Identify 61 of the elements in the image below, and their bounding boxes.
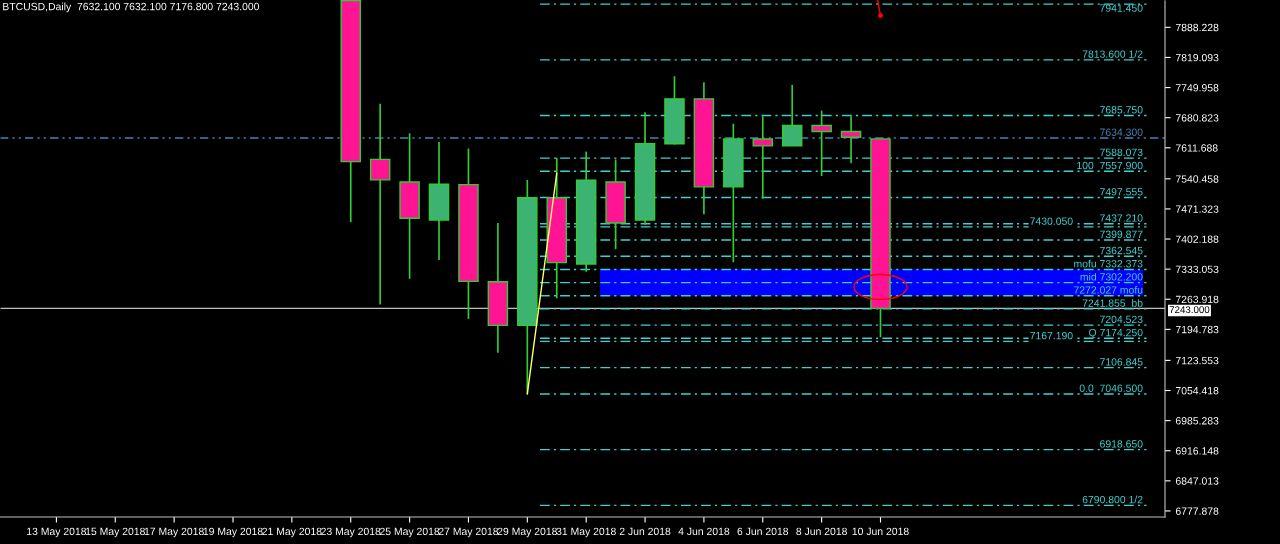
x-tick-label: 8 Jun 2018: [796, 527, 847, 536]
x-tick-label: 6 Jun 2018: [737, 527, 789, 536]
x-tick-label: 17 May 2018: [144, 527, 204, 538]
ref-line-label: 7437.210: [1100, 214, 1143, 222]
ref-line-label: Q 7174.250: [1089, 328, 1143, 339]
x-tick-label: 2 Jun 2018: [619, 527, 671, 536]
x-tick-label: 13 May 2018: [27, 527, 87, 538]
ref-line-label: 7685.750: [1100, 106, 1143, 114]
y-tick-label: 7680.823: [1175, 114, 1219, 122]
y-tick-label: 7054.418: [1175, 387, 1219, 395]
y-tick-label: 6777.878: [1175, 507, 1219, 515]
ref-line-label: 7272.027 mofu: [1074, 286, 1143, 294]
y-tick-label: 7749.958: [1175, 84, 1219, 92]
y-tick-label: 7819.093: [1175, 53, 1219, 62]
x-tick-label: 21 May 2018: [262, 527, 322, 538]
ref-line-label: 7588.073: [1100, 148, 1143, 157]
ref-line-label: 7243.000: [1169, 306, 1210, 314]
ref-line-label: 0.0 7046.500: [1079, 384, 1143, 392]
ref-line-label: 7430.050: [1030, 217, 1073, 225]
x-tick-label: 29 May 2018: [497, 527, 557, 538]
ref-line-label: 7399.877: [1100, 230, 1143, 238]
ref-line-label: 7167.190: [1030, 331, 1073, 340]
ref-line-label: 100 7557.900: [1077, 161, 1143, 170]
ref-line-label: 7362.545: [1100, 246, 1143, 255]
y-tick-label: 7194.783: [1175, 325, 1219, 334]
ref-line-label: 7106.845: [1100, 358, 1143, 366]
ref-line-label: 7204.523: [1100, 315, 1143, 324]
ref-line-label: 7634.300: [1100, 128, 1143, 136]
y-tick-label: 6916.148: [1175, 447, 1219, 455]
y-tick-label: 7471.323: [1175, 205, 1219, 213]
candlestick: [369, 102, 391, 306]
ref-line-label: 7497.555: [1100, 188, 1143, 196]
x-tick-label: 4 Jun 2018: [678, 527, 730, 536]
candlestick: [781, 84, 803, 147]
y-tick-label: 7333.053: [1175, 265, 1219, 274]
x-tick-label: 19 May 2018: [203, 527, 263, 538]
y-tick-label: 7611.688: [1175, 144, 1218, 152]
x-tick-label: 25 May 2018: [380, 527, 440, 538]
ref-line-label: 7813.600 1/2: [1082, 50, 1143, 58]
candlestick: [811, 109, 832, 177]
y-tick-label: 7402.188: [1175, 235, 1219, 243]
ref-line-label: 7241.855 bb: [1082, 299, 1143, 307]
candlestick: [752, 115, 774, 200]
x-tick-label: 15 May 2018: [85, 527, 145, 538]
y-tick-label: 7888.228: [1175, 23, 1219, 32]
ref-line-label: 6918.650: [1100, 440, 1143, 448]
y-tick-label: 7123.553: [1175, 356, 1219, 365]
x-tick-label: 23 May 2018: [321, 527, 381, 538]
chart-title: BTCUSD,Daily 7632.100 7632.100 7176.800 7243.000: [3, 2, 260, 13]
y-tick-label: 6985.283: [1175, 417, 1219, 425]
y-tick-label: 6847.013: [1175, 477, 1219, 485]
ref-line-label: mid 7302.200: [1080, 272, 1143, 281]
y-tick-label: 7540.458: [1175, 175, 1219, 183]
x-tick-label: 10 Jun 2018: [852, 527, 909, 536]
x-tick-label: 27 May 2018: [438, 527, 499, 538]
ref-line-label: mofu 7332.373: [1074, 259, 1143, 268]
y-tick-label: 7263.918: [1175, 295, 1219, 304]
candlestick: [840, 115, 862, 165]
x-tick-label: 31 May 2018: [556, 527, 616, 538]
ref-line-label: 7941.450: [1100, 4, 1143, 12]
ref-line-label: 6790.800 1/2: [1082, 495, 1143, 504]
